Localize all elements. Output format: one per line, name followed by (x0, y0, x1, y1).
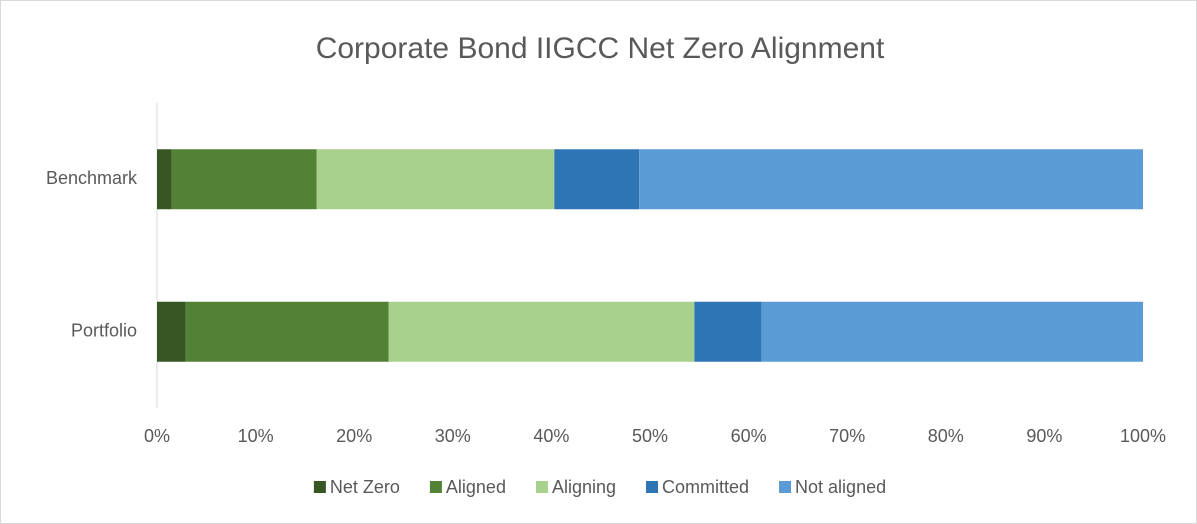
legend-label: Aligning (552, 477, 616, 497)
x-tick-label: 10% (238, 426, 274, 446)
bar-segment (639, 149, 1143, 210)
legend-swatch (779, 481, 792, 493)
x-tick-label: 40% (533, 426, 569, 446)
legend-label: Aligned (446, 477, 506, 497)
bar-segment (171, 149, 317, 210)
bar-segment (157, 301, 186, 362)
legend-swatch (646, 481, 659, 493)
x-tick-label: 70% (829, 426, 865, 446)
y-tick-label: Benchmark (46, 168, 138, 188)
x-tick-label: 60% (731, 426, 767, 446)
chart-title: Corporate Bond IIGCC Net Zero Alignment (316, 32, 885, 65)
legend-label: Not aligned (795, 477, 886, 497)
bar-segment (554, 149, 640, 210)
legend-label: Net Zero (330, 477, 400, 497)
x-tick-label: 20% (336, 426, 372, 446)
legend-swatch (535, 481, 548, 493)
legend-swatch (429, 481, 442, 493)
bar-segment (157, 149, 172, 210)
x-tick-label: 80% (928, 426, 964, 446)
x-tick-label: 90% (1026, 426, 1062, 446)
legend-swatch (313, 481, 326, 493)
x-tick-label: 0% (144, 426, 170, 446)
bar-segment (388, 301, 695, 362)
x-tick-label: 100% (1120, 426, 1166, 446)
legend-label: Committed (662, 477, 749, 497)
bar-segment (694, 301, 762, 362)
x-tick-label: 50% (632, 426, 668, 446)
y-tick-label: Portfolio (71, 321, 137, 341)
x-tick-label: 30% (435, 426, 471, 446)
bar-segment (185, 301, 389, 362)
bar-segment (761, 301, 1143, 362)
bar-segment (316, 149, 555, 210)
